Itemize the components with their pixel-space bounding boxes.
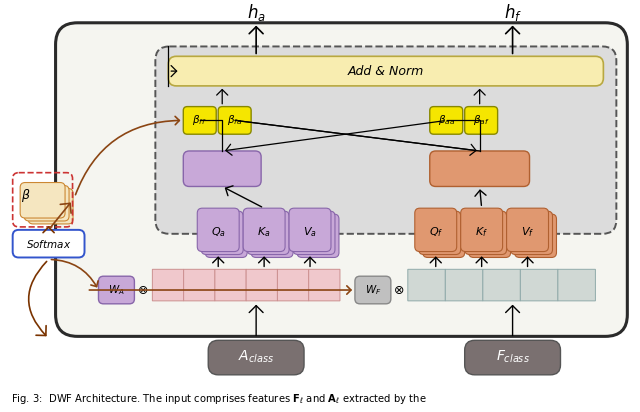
Text: Add & Norm: Add & Norm bbox=[348, 65, 424, 77]
FancyBboxPatch shape bbox=[251, 214, 293, 258]
FancyBboxPatch shape bbox=[201, 211, 243, 255]
FancyBboxPatch shape bbox=[465, 107, 498, 134]
FancyBboxPatch shape bbox=[430, 107, 463, 134]
FancyBboxPatch shape bbox=[408, 269, 445, 301]
FancyBboxPatch shape bbox=[183, 107, 216, 134]
Text: $V_f$: $V_f$ bbox=[521, 225, 534, 239]
FancyBboxPatch shape bbox=[511, 211, 552, 255]
FancyBboxPatch shape bbox=[99, 276, 134, 304]
FancyBboxPatch shape bbox=[355, 276, 391, 304]
FancyBboxPatch shape bbox=[465, 340, 561, 375]
Text: $Softmax$: $Softmax$ bbox=[26, 238, 71, 250]
Text: $\beta_{af}$: $\beta_{af}$ bbox=[473, 113, 490, 127]
FancyBboxPatch shape bbox=[183, 151, 261, 187]
FancyBboxPatch shape bbox=[308, 269, 340, 301]
Text: $Q_a$: $Q_a$ bbox=[211, 225, 226, 239]
FancyBboxPatch shape bbox=[13, 230, 84, 258]
FancyBboxPatch shape bbox=[184, 269, 215, 301]
FancyBboxPatch shape bbox=[289, 208, 331, 252]
FancyBboxPatch shape bbox=[293, 211, 335, 255]
FancyBboxPatch shape bbox=[24, 185, 69, 221]
Text: $\beta_{ff}$: $\beta_{ff}$ bbox=[193, 113, 207, 127]
FancyBboxPatch shape bbox=[197, 208, 239, 252]
Text: $F_{class}$: $F_{class}$ bbox=[495, 349, 529, 365]
Text: $h_f$: $h_f$ bbox=[504, 2, 522, 23]
FancyBboxPatch shape bbox=[156, 47, 616, 234]
FancyBboxPatch shape bbox=[277, 269, 308, 301]
Text: $A_{class}$: $A_{class}$ bbox=[238, 349, 274, 365]
FancyBboxPatch shape bbox=[152, 269, 184, 301]
FancyBboxPatch shape bbox=[415, 208, 457, 252]
FancyBboxPatch shape bbox=[507, 208, 548, 252]
FancyBboxPatch shape bbox=[205, 214, 247, 258]
FancyBboxPatch shape bbox=[430, 151, 529, 187]
FancyBboxPatch shape bbox=[297, 214, 339, 258]
FancyBboxPatch shape bbox=[468, 214, 511, 258]
FancyBboxPatch shape bbox=[423, 214, 465, 258]
FancyBboxPatch shape bbox=[208, 340, 304, 375]
FancyBboxPatch shape bbox=[218, 107, 251, 134]
FancyBboxPatch shape bbox=[461, 208, 502, 252]
Text: $\beta$: $\beta$ bbox=[21, 187, 31, 204]
FancyBboxPatch shape bbox=[247, 211, 289, 255]
FancyBboxPatch shape bbox=[56, 23, 627, 336]
FancyBboxPatch shape bbox=[515, 214, 557, 258]
Text: $Q_f$: $Q_f$ bbox=[429, 225, 443, 239]
Text: $\beta_{fa}$: $\beta_{fa}$ bbox=[227, 113, 243, 127]
FancyBboxPatch shape bbox=[243, 208, 285, 252]
Text: $V_a$: $V_a$ bbox=[303, 225, 317, 239]
FancyBboxPatch shape bbox=[465, 211, 507, 255]
FancyBboxPatch shape bbox=[558, 269, 595, 301]
Text: Fig. 3:  DWF Architecture. The input comprises features $\mathbf{F}_\ell$ and $\: Fig. 3: DWF Architecture. The input comp… bbox=[11, 393, 426, 407]
Text: $K_f$: $K_f$ bbox=[475, 225, 488, 239]
Text: $\beta_{aa}$: $\beta_{aa}$ bbox=[438, 113, 455, 127]
Text: $\otimes$: $\otimes$ bbox=[137, 283, 148, 297]
Text: $\otimes$: $\otimes$ bbox=[393, 283, 404, 297]
FancyBboxPatch shape bbox=[483, 269, 520, 301]
FancyBboxPatch shape bbox=[246, 269, 277, 301]
FancyBboxPatch shape bbox=[445, 269, 483, 301]
Text: $W_A$: $W_A$ bbox=[108, 283, 125, 297]
FancyBboxPatch shape bbox=[28, 188, 73, 224]
FancyBboxPatch shape bbox=[215, 269, 246, 301]
Text: $h_a$: $h_a$ bbox=[246, 2, 266, 23]
FancyBboxPatch shape bbox=[419, 211, 461, 255]
FancyBboxPatch shape bbox=[520, 269, 558, 301]
Text: $W_F$: $W_F$ bbox=[365, 283, 381, 297]
Text: $K_a$: $K_a$ bbox=[257, 225, 271, 239]
FancyBboxPatch shape bbox=[168, 56, 604, 86]
FancyBboxPatch shape bbox=[20, 183, 65, 218]
